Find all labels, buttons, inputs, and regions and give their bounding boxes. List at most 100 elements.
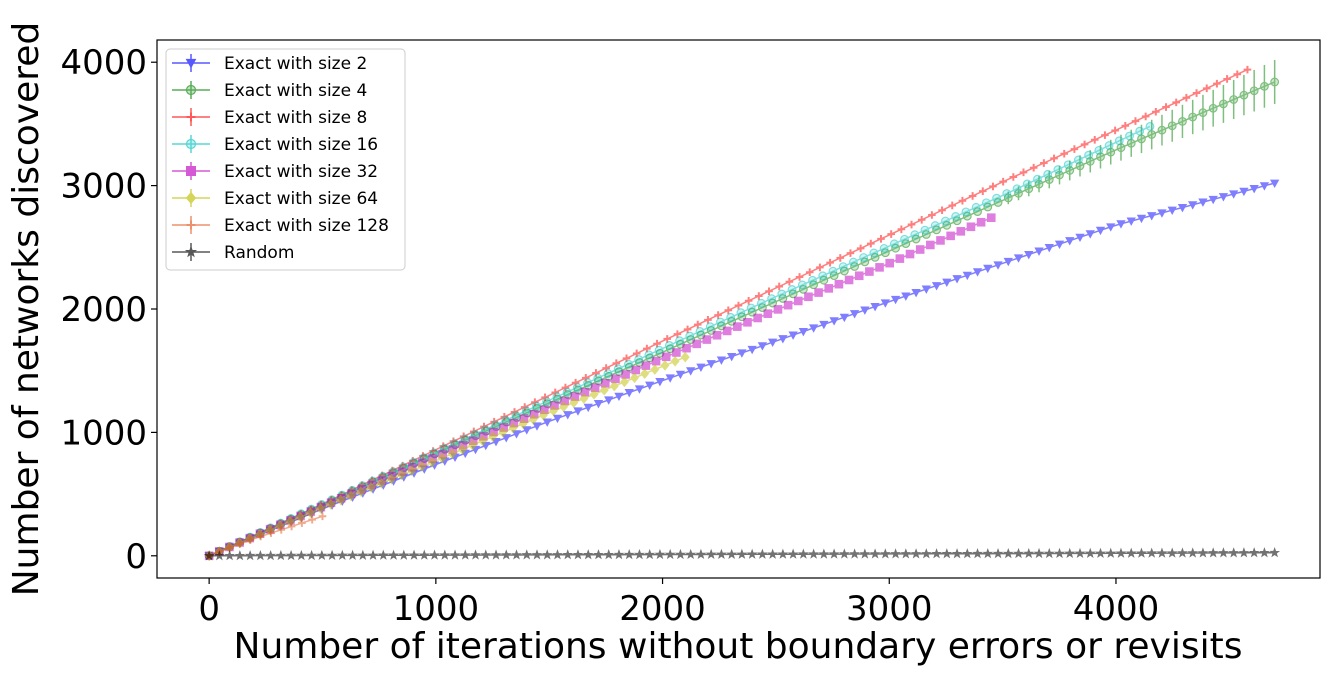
- data-point: [1213, 79, 1221, 88]
- data-point: [673, 330, 682, 338]
- data-point: [838, 262, 848, 272]
- data-point: [743, 317, 752, 327]
- data-point: [859, 253, 869, 262]
- data-point: [931, 282, 942, 291]
- data-point: [1050, 154, 1058, 163]
- data-point: [1177, 547, 1188, 558]
- data-point: [1249, 185, 1259, 194]
- data-point: [1269, 547, 1281, 558]
- data-point: [702, 335, 712, 344]
- data-point: [1198, 198, 1208, 207]
- data-point: [808, 275, 817, 285]
- data-point: [976, 217, 986, 227]
- data-point: [777, 548, 789, 559]
- data-point: [377, 549, 389, 560]
- data-point: [795, 273, 804, 281]
- data-point: [1054, 547, 1065, 559]
- data-point: [763, 309, 773, 318]
- data-point: [889, 239, 899, 249]
- data-point: [1218, 547, 1229, 558]
- data-point: [582, 549, 594, 560]
- data-point: [468, 439, 477, 451]
- data-point: [746, 548, 758, 559]
- data-point: [1034, 179, 1044, 189]
- data-point: [952, 275, 962, 284]
- x-tick-label: 0: [198, 589, 220, 629]
- data-point: [478, 435, 488, 447]
- data-point: [737, 349, 747, 358]
- data-point: [693, 320, 702, 329]
- data-point: [724, 306, 733, 315]
- data-point: [675, 548, 686, 560]
- data-point: [911, 289, 921, 298]
- data-point: [573, 407, 583, 416]
- data-point: [787, 285, 797, 294]
- data-point: [511, 411, 521, 420]
- data-point: [938, 206, 946, 215]
- data-point: [1096, 152, 1105, 162]
- data-point: [818, 548, 830, 559]
- data-point: [921, 285, 931, 294]
- data-point: [1172, 98, 1180, 107]
- legend-label: Exact with size 4: [224, 81, 367, 101]
- data-point: [427, 457, 437, 468]
- data-point: [408, 549, 420, 560]
- data-point: [387, 473, 396, 485]
- data-point: [366, 482, 376, 493]
- data-point: [941, 548, 953, 559]
- data-point: [712, 330, 722, 340]
- legend-label: Exact with size 8: [224, 108, 367, 128]
- data-point: [716, 356, 727, 365]
- data-point: [1188, 201, 1198, 210]
- data-point: [660, 360, 670, 371]
- data-point: [1239, 187, 1249, 197]
- data-point: [236, 540, 244, 548]
- data-point: [736, 308, 746, 318]
- data-point: [705, 548, 717, 559]
- data-point: [308, 515, 316, 524]
- data-point: [1121, 121, 1130, 130]
- data-point: [1177, 203, 1188, 213]
- data-point: [1012, 184, 1022, 194]
- data-point: [501, 415, 511, 425]
- data-point: [1033, 547, 1045, 559]
- data-point: [682, 343, 691, 353]
- data-point: [234, 550, 246, 561]
- data-point: [1084, 547, 1096, 558]
- legend-entry-exact-with-size-128: [172, 216, 210, 234]
- data-point: [966, 222, 976, 232]
- legend-label: Exact with size 16: [224, 135, 378, 155]
- data-point: [1013, 547, 1024, 559]
- data-point: [541, 549, 553, 560]
- data-point: [1229, 190, 1239, 199]
- data-point: [224, 550, 236, 561]
- tick-layer: 0 1000 2000 3000 4000 0 1000 2000 3000 4000: [60, 43, 1159, 629]
- data-point: [778, 335, 788, 344]
- data-point: [531, 401, 541, 411]
- data-point: [958, 196, 967, 205]
- data-point: [1074, 547, 1086, 558]
- data-point: [869, 548, 881, 559]
- data-point: [1248, 547, 1260, 558]
- data-point: [275, 549, 287, 561]
- y-tick-label: 4000: [60, 43, 147, 83]
- data-point: [490, 549, 502, 560]
- data-point: [665, 374, 675, 383]
- data-point: [357, 549, 369, 560]
- data-point: [644, 548, 656, 560]
- data-point: [747, 345, 757, 355]
- data-point: [532, 422, 542, 431]
- data-point: [926, 240, 935, 250]
- x-tick-label: 3000: [846, 589, 933, 629]
- data-point: [1233, 70, 1242, 79]
- x-axis-label: Number of iterations without boundary er…: [234, 626, 1243, 667]
- data-point: [972, 268, 983, 277]
- data-point: [1182, 93, 1191, 102]
- data-point: [663, 335, 672, 343]
- legend-label: Exact with size 2: [224, 54, 367, 74]
- data-point: [511, 430, 522, 439]
- data-point: [808, 548, 819, 559]
- data-point: [655, 377, 665, 387]
- data-point: [1141, 112, 1150, 121]
- data-point: [1070, 145, 1079, 153]
